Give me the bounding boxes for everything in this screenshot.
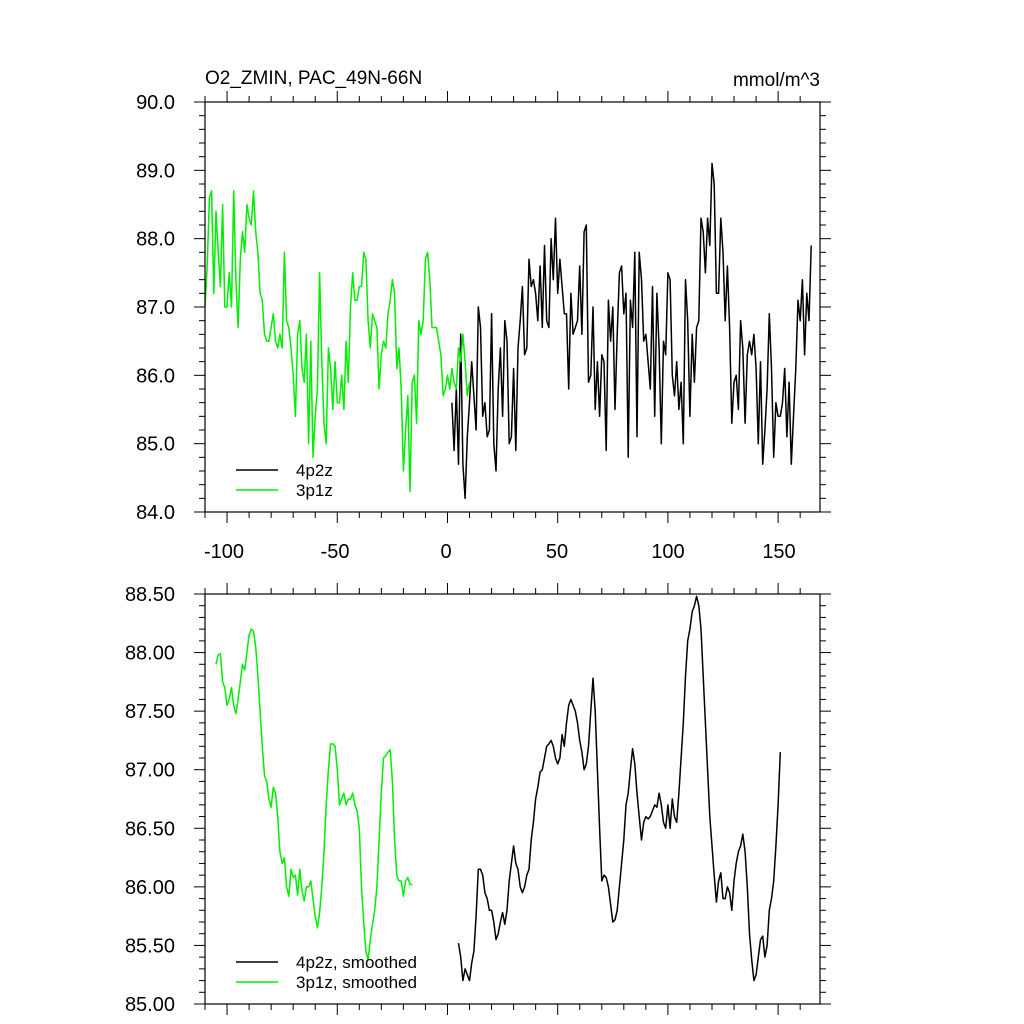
y-tick-label: 87.50 [125, 701, 175, 723]
x-tick-label: 50 [546, 541, 568, 563]
series-line-4p2z-smoothed [457, 595, 782, 982]
top-chart-units: mmol/m^3 [733, 70, 820, 91]
y-tick-label: 85.50 [125, 935, 175, 957]
y-tick-label: 88.0 [136, 229, 175, 251]
x-tick-label: 150 [762, 541, 795, 563]
y-tick-label: 86.0 [136, 365, 175, 387]
x-tick-label: -100 [204, 541, 244, 563]
y-tick-label: 90.0 [136, 92, 175, 114]
top-x-tick-labels: -100 -50 0 50 100 150 [204, 541, 796, 563]
top-grid-ticks [194, 91, 831, 523]
bottom-panel: 88.50 88.00 87.50 87.00 86.50 86.00 85.5… [125, 583, 831, 1016]
series-line-3p1z [204, 190, 471, 493]
x-tick-label: -50 [321, 541, 350, 563]
series-line-4p2z [451, 162, 812, 500]
bottom-grid-ticks [194, 583, 831, 1015]
y-tick-label: 86.00 [125, 877, 175, 899]
legend-label-3p1z-smoothed: 3p1z, smoothed [296, 973, 417, 992]
y-tick-label: 84.0 [136, 502, 175, 524]
y-tick-label: 85.00 [125, 994, 175, 1016]
y-tick-label: 87.0 [136, 297, 175, 319]
y-tick-label: 88.50 [125, 584, 175, 606]
y-tick-label: 85.0 [136, 434, 175, 456]
y-tick-label: 89.0 [136, 160, 175, 182]
legend-label-4p2z-smoothed: 4p2z, smoothed [296, 953, 417, 972]
bottom-legend: 4p2z, smoothed 3p1z, smoothed [236, 953, 417, 992]
bottom-y-tick-labels: 88.50 88.00 87.50 87.00 86.50 86.00 85.5… [125, 584, 175, 1016]
legend-label-3p1z: 3p1z [296, 481, 333, 500]
top-panel: O2_ZMIN, PAC_49N-66N mmol/m^3 90.0 89.0 … [136, 68, 831, 563]
y-tick-label: 87.00 [125, 760, 175, 782]
bottom-plot-frame [204, 593, 821, 1005]
legend-label-4p2z: 4p2z [296, 461, 333, 480]
series-line-3p1z-smoothed [215, 628, 413, 961]
top-chart-title: O2_ZMIN, PAC_49N-66N [205, 68, 422, 89]
x-tick-label: 100 [651, 541, 684, 563]
y-tick-label: 88.00 [125, 643, 175, 665]
top-plot-frame [204, 101, 821, 513]
y-tick-label: 86.50 [125, 818, 175, 840]
x-tick-label: 0 [440, 541, 451, 563]
bottom-series-lines [215, 595, 782, 982]
top-legend: 4p2z 3p1z [236, 461, 333, 500]
top-series-lines [204, 162, 812, 500]
top-y-tick-labels: 90.0 89.0 88.0 87.0 86.0 85.0 84.0 [136, 92, 175, 524]
